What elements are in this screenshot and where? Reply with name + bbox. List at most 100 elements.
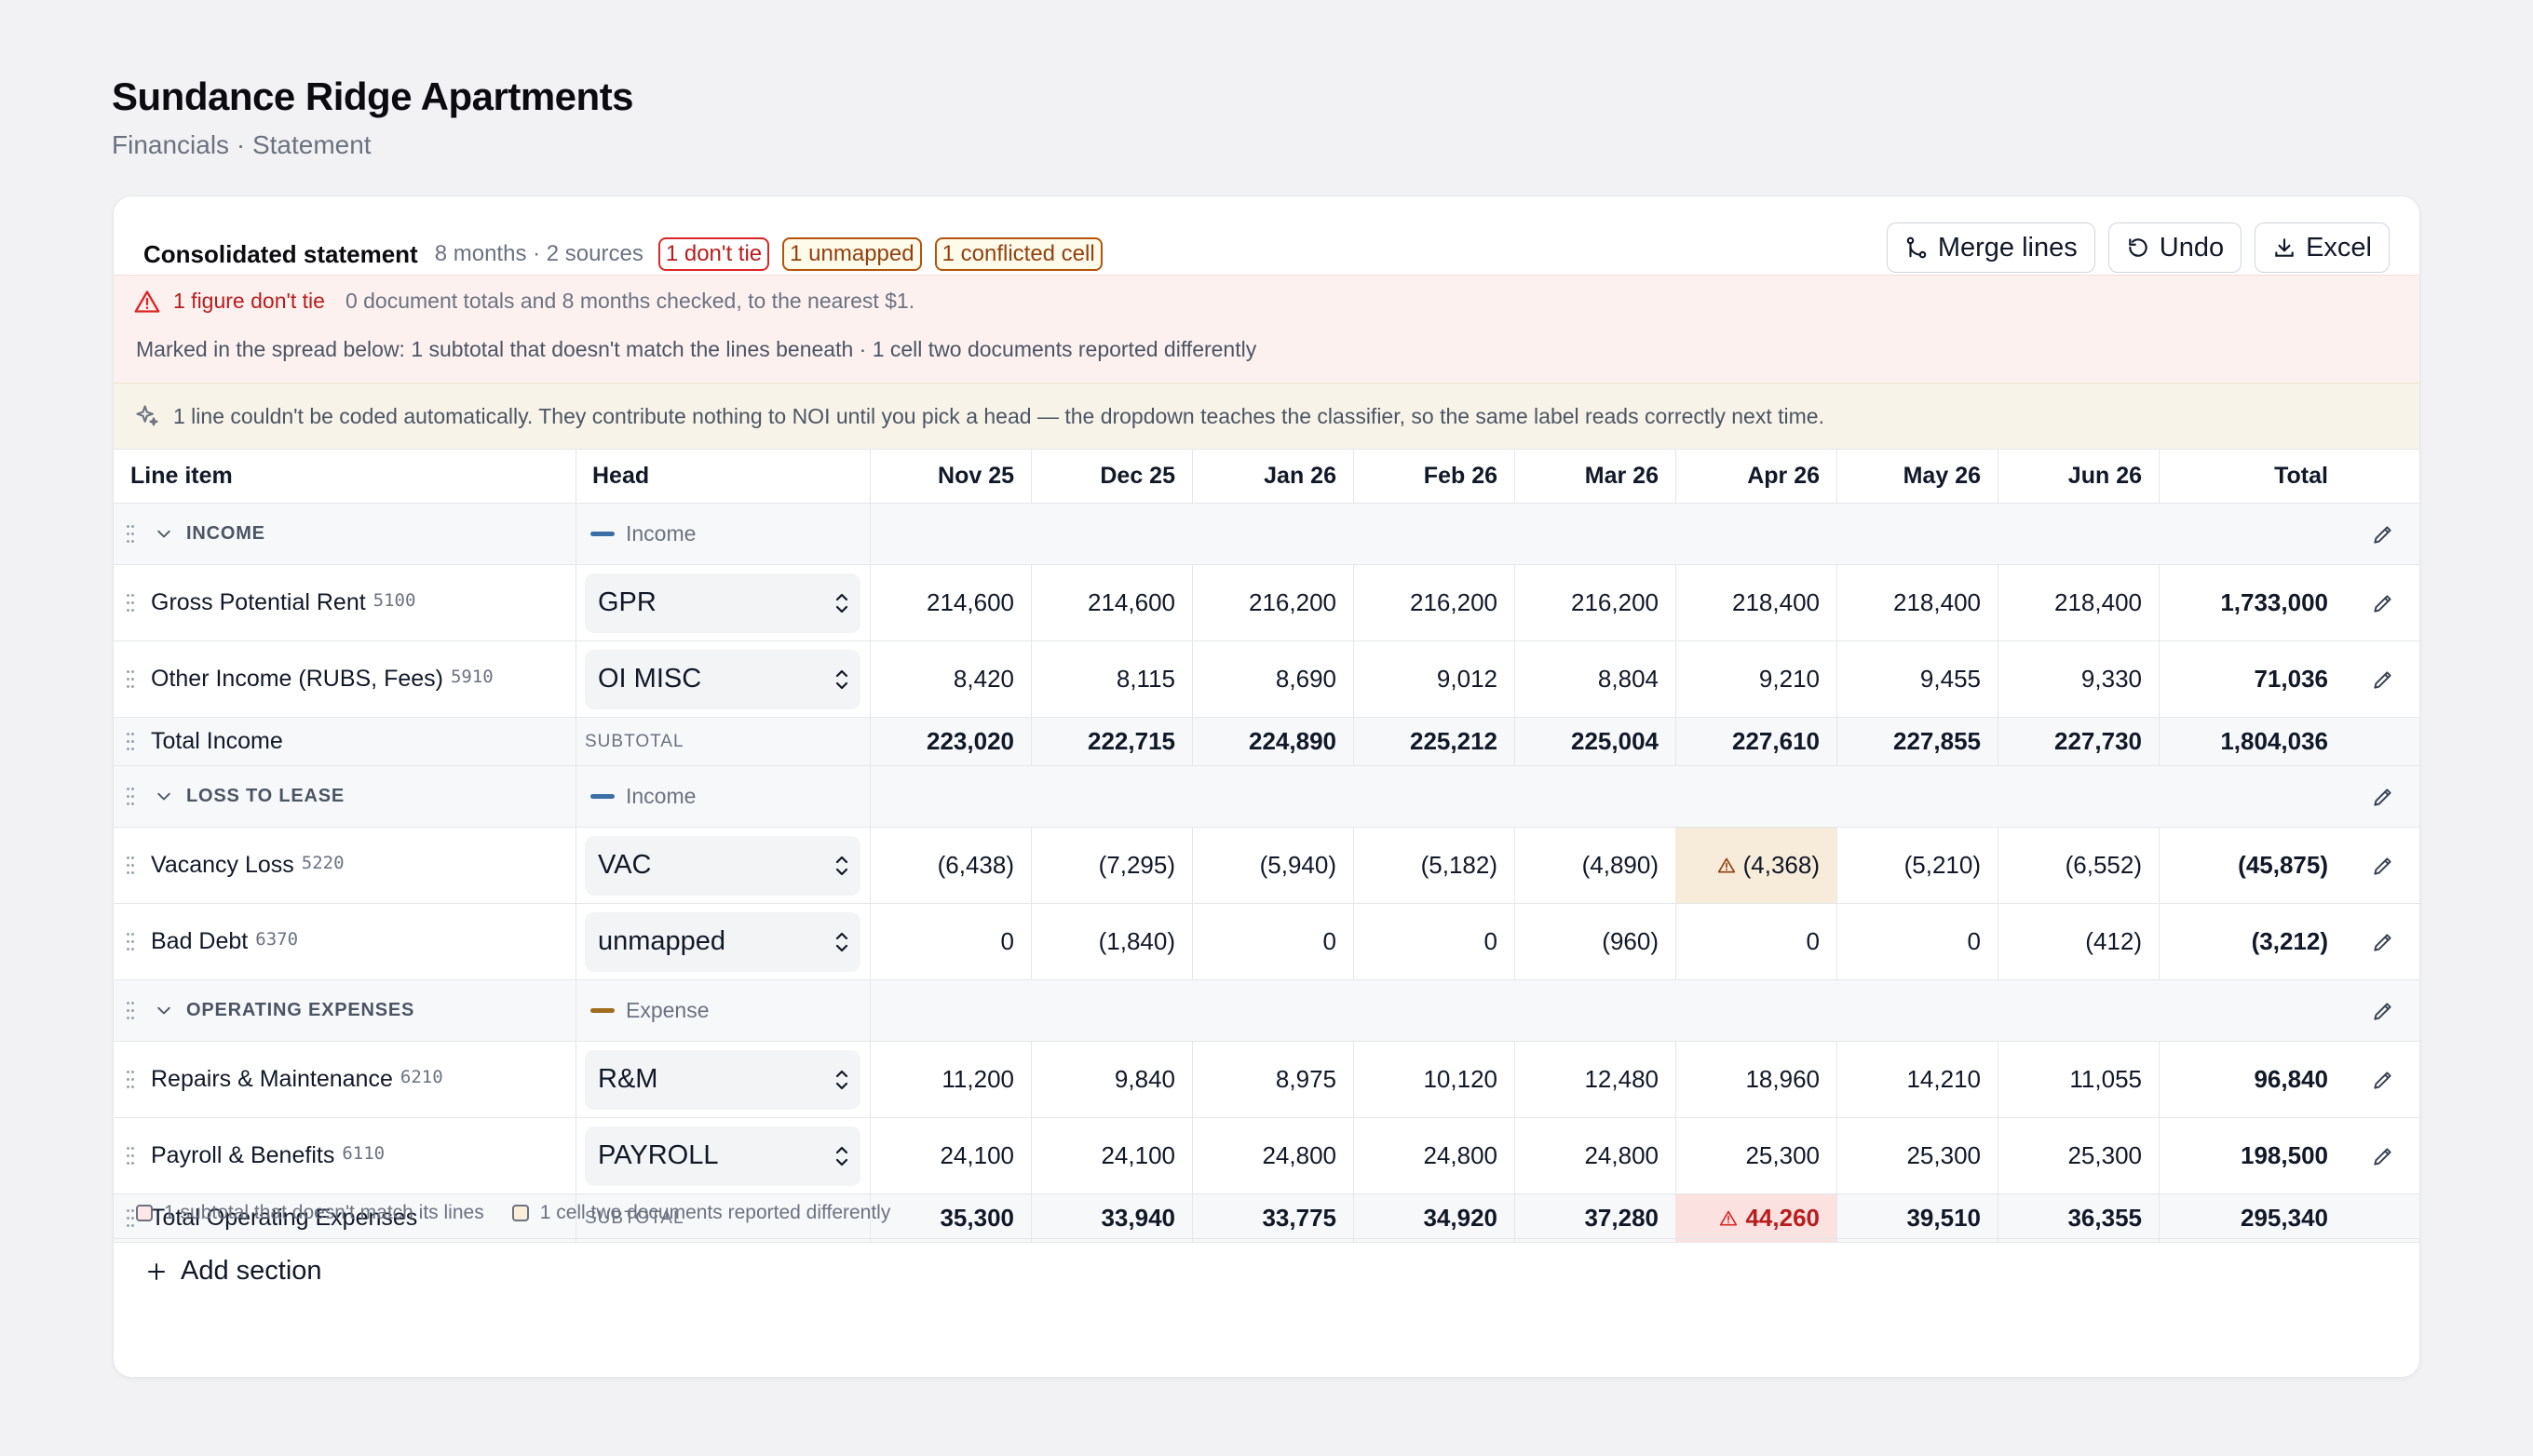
conflicted-badge[interactable]: 1 conflicted cell	[934, 237, 1103, 271]
value-cell[interactable]: 223,020	[870, 718, 1031, 765]
value-cell[interactable]: 24,800	[1514, 1118, 1675, 1193]
drag-handle-icon[interactable]	[127, 732, 134, 751]
value-cell[interactable]: 11,200	[870, 1042, 1031, 1117]
value-cell[interactable]: (1,840)	[1031, 904, 1192, 979]
value-cell[interactable]: (6,438)	[870, 828, 1031, 903]
value-cell[interactable]: 9,840	[1031, 1042, 1192, 1117]
value-cell[interactable]: 24,800	[1192, 1118, 1353, 1193]
value-cell[interactable]: 25,300	[1675, 1118, 1836, 1193]
value-cell[interactable]: (6,552)	[1998, 828, 2159, 903]
value-cell[interactable]: 33,775	[1192, 1194, 1353, 1242]
value-cell[interactable]: (412)	[1998, 904, 2159, 979]
value-cell[interactable]: 9,455	[1836, 641, 1998, 717]
value-cell[interactable]: 34,920	[1353, 1194, 1514, 1242]
head-select[interactable]: VAC	[585, 835, 860, 896]
column-header-line-item[interactable]: Line item	[130, 450, 576, 503]
value-cell[interactable]: 24,100	[870, 1118, 1031, 1193]
value-cell[interactable]: 214,600	[1031, 565, 1192, 640]
edit-row-button[interactable]	[2345, 766, 2419, 827]
value-cell[interactable]: 39,510	[1836, 1194, 1998, 1242]
edit-row-button[interactable]	[2345, 828, 2419, 903]
value-cell[interactable]: 24,800	[1353, 1118, 1514, 1193]
excel-button[interactable]: Excel	[2255, 222, 2390, 273]
value-cell[interactable]: 0	[870, 904, 1031, 979]
edit-row-button[interactable]	[2345, 980, 2419, 1041]
dont-tie-badge[interactable]: 1 don't tie	[657, 237, 770, 271]
column-header-month[interactable]: Mar 26	[1514, 450, 1675, 503]
edit-row-button[interactable]	[2345, 504, 2419, 564]
value-cell[interactable]: (7,295)	[1031, 828, 1192, 903]
value-cell[interactable]: 216,200	[1353, 565, 1514, 640]
value-cell[interactable]: 18,960	[1675, 1042, 1836, 1117]
head-select[interactable]: R&M	[585, 1049, 860, 1110]
value-cell[interactable]: 0	[1353, 904, 1514, 979]
drag-handle-icon[interactable]	[127, 1001, 134, 1020]
value-cell[interactable]: 9,330	[1998, 641, 2159, 717]
section-header[interactable]: LOSS TO LEASE	[155, 766, 576, 827]
edit-row-button[interactable]	[2345, 641, 2419, 717]
value-cell[interactable]: 225,212	[1353, 718, 1514, 765]
value-cell[interactable]: 218,400	[1998, 565, 2159, 640]
head-select[interactable]: GPR	[585, 573, 860, 633]
column-header-month[interactable]: May 26	[1836, 450, 1998, 503]
column-header-month[interactable]: Dec 25	[1031, 450, 1192, 503]
edit-row-button[interactable]	[2345, 904, 2419, 979]
value-cell[interactable]: 25,300	[1836, 1118, 1998, 1193]
value-cell[interactable]: 227,610	[1675, 718, 1836, 765]
value-cell[interactable]: 227,855	[1836, 718, 1998, 765]
undo-button[interactable]: Undo	[2107, 222, 2242, 273]
merge-lines-button[interactable]: Merge lines	[1886, 222, 2095, 273]
value-cell[interactable]: 8,420	[870, 641, 1031, 717]
value-cell[interactable]: (5,182)	[1353, 828, 1514, 903]
value-cell[interactable]: 14,210	[1836, 1042, 1998, 1117]
drag-handle-icon[interactable]	[127, 593, 134, 613]
drag-handle-icon[interactable]	[127, 1208, 134, 1228]
column-header-month[interactable]: Jan 26	[1192, 450, 1353, 503]
flagged-cell[interactable]: (4,368)	[1675, 828, 1836, 903]
drag-handle-icon[interactable]	[127, 669, 134, 689]
head-select[interactable]: unmapped	[585, 911, 860, 972]
column-header-month[interactable]: Jun 26	[1998, 450, 2159, 503]
value-cell[interactable]: 12,480	[1514, 1042, 1675, 1117]
value-cell[interactable]: (4,890)	[1514, 828, 1675, 903]
value-cell[interactable]: 8,115	[1031, 641, 1192, 717]
value-cell[interactable]: 33,940	[1031, 1194, 1192, 1242]
drag-handle-icon[interactable]	[127, 787, 134, 806]
value-cell[interactable]: (5,940)	[1192, 828, 1353, 903]
value-cell[interactable]: 218,400	[1836, 565, 1998, 640]
drag-handle-icon[interactable]	[127, 856, 134, 875]
drag-handle-icon[interactable]	[127, 932, 134, 951]
value-cell[interactable]: 10,120	[1353, 1042, 1514, 1117]
value-cell[interactable]: 216,200	[1192, 565, 1353, 640]
drag-handle-icon[interactable]	[127, 1146, 134, 1166]
value-cell[interactable]: 0	[1675, 904, 1836, 979]
value-cell[interactable]: 227,730	[1998, 718, 2159, 765]
edit-row-button[interactable]	[2345, 1118, 2419, 1193]
value-cell[interactable]: 8,804	[1514, 641, 1675, 717]
value-cell[interactable]: 214,600	[870, 565, 1031, 640]
value-cell[interactable]: 11,055	[1998, 1042, 2159, 1117]
flagged-cell[interactable]: 44,260	[1675, 1194, 1836, 1242]
value-cell[interactable]: 36,355	[1998, 1194, 2159, 1242]
value-cell[interactable]: (5,210)	[1836, 828, 1998, 903]
column-header-month[interactable]: Feb 26	[1353, 450, 1514, 503]
column-header-total[interactable]: Total	[2159, 450, 2345, 503]
unmapped-badge[interactable]: 1 unmapped	[782, 237, 922, 271]
head-select[interactable]: OI MISC	[585, 649, 860, 709]
value-cell[interactable]: (960)	[1514, 904, 1675, 979]
value-cell[interactable]: 0	[1192, 904, 1353, 979]
column-header-month[interactable]: Apr 26	[1675, 450, 1836, 503]
drag-handle-icon[interactable]	[127, 1070, 134, 1089]
section-header[interactable]: OPERATING EXPENSES	[155, 980, 576, 1041]
value-cell[interactable]: 222,715	[1031, 718, 1192, 765]
value-cell[interactable]: 25,300	[1998, 1118, 2159, 1193]
value-cell[interactable]: 37,280	[1514, 1194, 1675, 1242]
value-cell[interactable]: 0	[1836, 904, 1998, 979]
value-cell[interactable]: 8,975	[1192, 1042, 1353, 1117]
value-cell[interactable]: 9,210	[1675, 641, 1836, 717]
column-header-head[interactable]: Head	[592, 450, 870, 503]
value-cell[interactable]: 24,100	[1031, 1118, 1192, 1193]
add-section-button[interactable]: Add section	[145, 1256, 322, 1287]
value-cell[interactable]: 218,400	[1675, 565, 1836, 640]
head-select[interactable]: PAYROLL	[585, 1126, 860, 1186]
